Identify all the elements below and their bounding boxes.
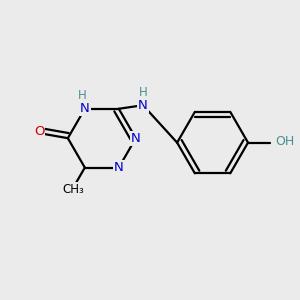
- Text: O: O: [34, 125, 44, 138]
- Text: OH: OH: [275, 135, 295, 148]
- Text: N: N: [138, 99, 148, 112]
- Text: N: N: [114, 161, 124, 174]
- Text: H: H: [139, 86, 147, 99]
- Text: H: H: [77, 89, 86, 102]
- Text: N: N: [80, 102, 90, 115]
- Text: N: N: [131, 132, 141, 145]
- Text: CH₃: CH₃: [62, 183, 84, 196]
